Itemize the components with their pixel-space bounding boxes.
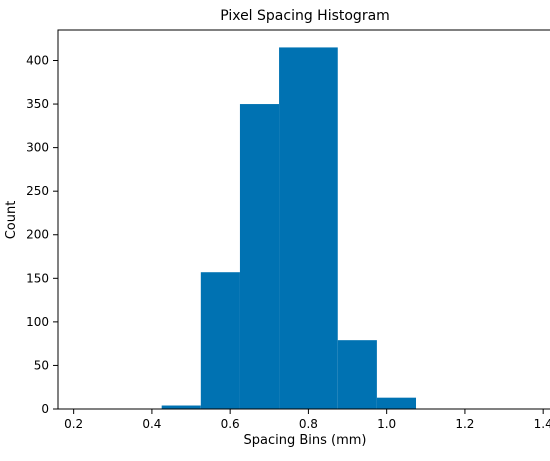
histogram-bar-2	[239, 104, 280, 410]
x-tick-label-5: 1.2	[455, 417, 474, 431]
x-tick-label-4: 1.0	[377, 417, 396, 431]
x-tick-label-0: 0.2	[64, 417, 83, 431]
y-tick-label-4: 200	[26, 228, 49, 242]
y-tick-label-5: 250	[26, 184, 49, 198]
y-axis-ticks: 0 50 100 150 200 250 300 350 400	[26, 53, 58, 416]
x-tick-label-1: 0.4	[142, 417, 161, 431]
histogram-bar-3	[279, 47, 338, 409]
histogram-bar-4	[337, 340, 377, 409]
y-tick-label-0: 0	[41, 402, 49, 416]
x-tick-label-3: 0.8	[299, 417, 318, 431]
chart-title: Pixel Spacing Histogram	[220, 8, 390, 24]
plot-frame	[57, 29, 550, 410]
x-tick-label-2: 0.6	[221, 417, 240, 431]
y-tick-label-2: 100	[26, 315, 49, 329]
y-tick-label-7: 350	[26, 97, 49, 111]
histogram-bar-1	[200, 272, 240, 409]
y-axis-label: Count	[4, 201, 19, 240]
y-tick-label-1: 50	[34, 358, 49, 372]
y-tick-label-8: 400	[26, 53, 49, 67]
histogram-bar-0	[161, 405, 201, 409]
bars-group	[161, 47, 417, 410]
x-axis-label: Spacing Bins (mm)	[244, 433, 367, 448]
x-tick-label-6: 1.4	[534, 417, 550, 431]
y-tick-label-3: 150	[26, 271, 49, 285]
x-axis-ticks: 0.2 0.4 0.6 0.8 1.0 1.2 1.4	[64, 409, 550, 431]
histogram-bar-5	[376, 397, 417, 409]
y-tick-label-6: 300	[26, 141, 49, 155]
